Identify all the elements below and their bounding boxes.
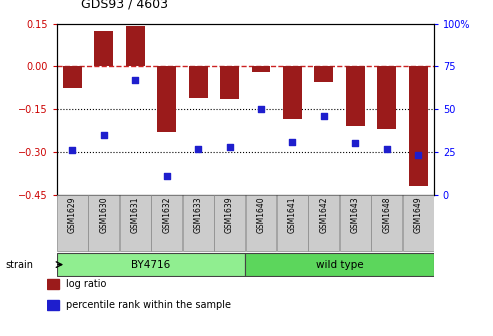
Point: [226, 144, 234, 150]
FancyBboxPatch shape: [245, 253, 434, 276]
Text: GSM1639: GSM1639: [225, 197, 234, 233]
Bar: [63, 67, 82, 88]
Bar: [283, 67, 302, 119]
Bar: [47, 280, 59, 289]
Point: [352, 141, 359, 146]
Point: [69, 148, 76, 153]
Bar: [409, 67, 427, 186]
Point: [100, 132, 108, 138]
Text: GSM1642: GSM1642: [319, 197, 328, 233]
FancyBboxPatch shape: [183, 196, 213, 251]
Point: [288, 139, 296, 144]
Text: GSM1631: GSM1631: [131, 197, 140, 233]
Text: wild type: wild type: [316, 260, 363, 269]
FancyBboxPatch shape: [57, 196, 88, 251]
Bar: [346, 67, 365, 126]
Point: [414, 153, 422, 158]
Text: GSM1630: GSM1630: [99, 197, 108, 233]
Bar: [251, 67, 270, 72]
Bar: [94, 31, 113, 67]
Text: GSM1641: GSM1641: [288, 197, 297, 233]
FancyBboxPatch shape: [214, 196, 245, 251]
Point: [163, 173, 171, 179]
FancyBboxPatch shape: [120, 196, 151, 251]
Bar: [189, 67, 208, 98]
FancyBboxPatch shape: [277, 196, 308, 251]
FancyBboxPatch shape: [403, 196, 433, 251]
Text: GSM1648: GSM1648: [382, 197, 391, 233]
Point: [194, 146, 202, 151]
Text: log ratio: log ratio: [66, 279, 106, 289]
FancyBboxPatch shape: [246, 196, 277, 251]
FancyBboxPatch shape: [340, 196, 371, 251]
FancyBboxPatch shape: [371, 196, 402, 251]
FancyBboxPatch shape: [151, 196, 182, 251]
FancyBboxPatch shape: [309, 196, 339, 251]
Bar: [315, 67, 333, 82]
Point: [257, 107, 265, 112]
FancyBboxPatch shape: [88, 196, 119, 251]
FancyBboxPatch shape: [57, 253, 245, 276]
Text: GSM1633: GSM1633: [194, 197, 203, 233]
Text: GSM1640: GSM1640: [256, 197, 266, 233]
Text: GSM1632: GSM1632: [162, 197, 171, 233]
Bar: [377, 67, 396, 129]
Point: [131, 77, 139, 83]
Text: BY4716: BY4716: [131, 260, 171, 269]
Bar: [47, 300, 59, 310]
Point: [320, 113, 328, 119]
Point: [383, 146, 390, 151]
Text: GSM1629: GSM1629: [68, 197, 77, 233]
Text: percentile rank within the sample: percentile rank within the sample: [66, 300, 231, 310]
Bar: [157, 67, 176, 132]
Bar: [126, 27, 145, 67]
Bar: [220, 67, 239, 99]
Text: strain: strain: [5, 260, 33, 269]
Text: GDS93 / 4603: GDS93 / 4603: [81, 0, 168, 10]
Text: GSM1649: GSM1649: [414, 197, 423, 233]
Text: GSM1643: GSM1643: [351, 197, 360, 233]
